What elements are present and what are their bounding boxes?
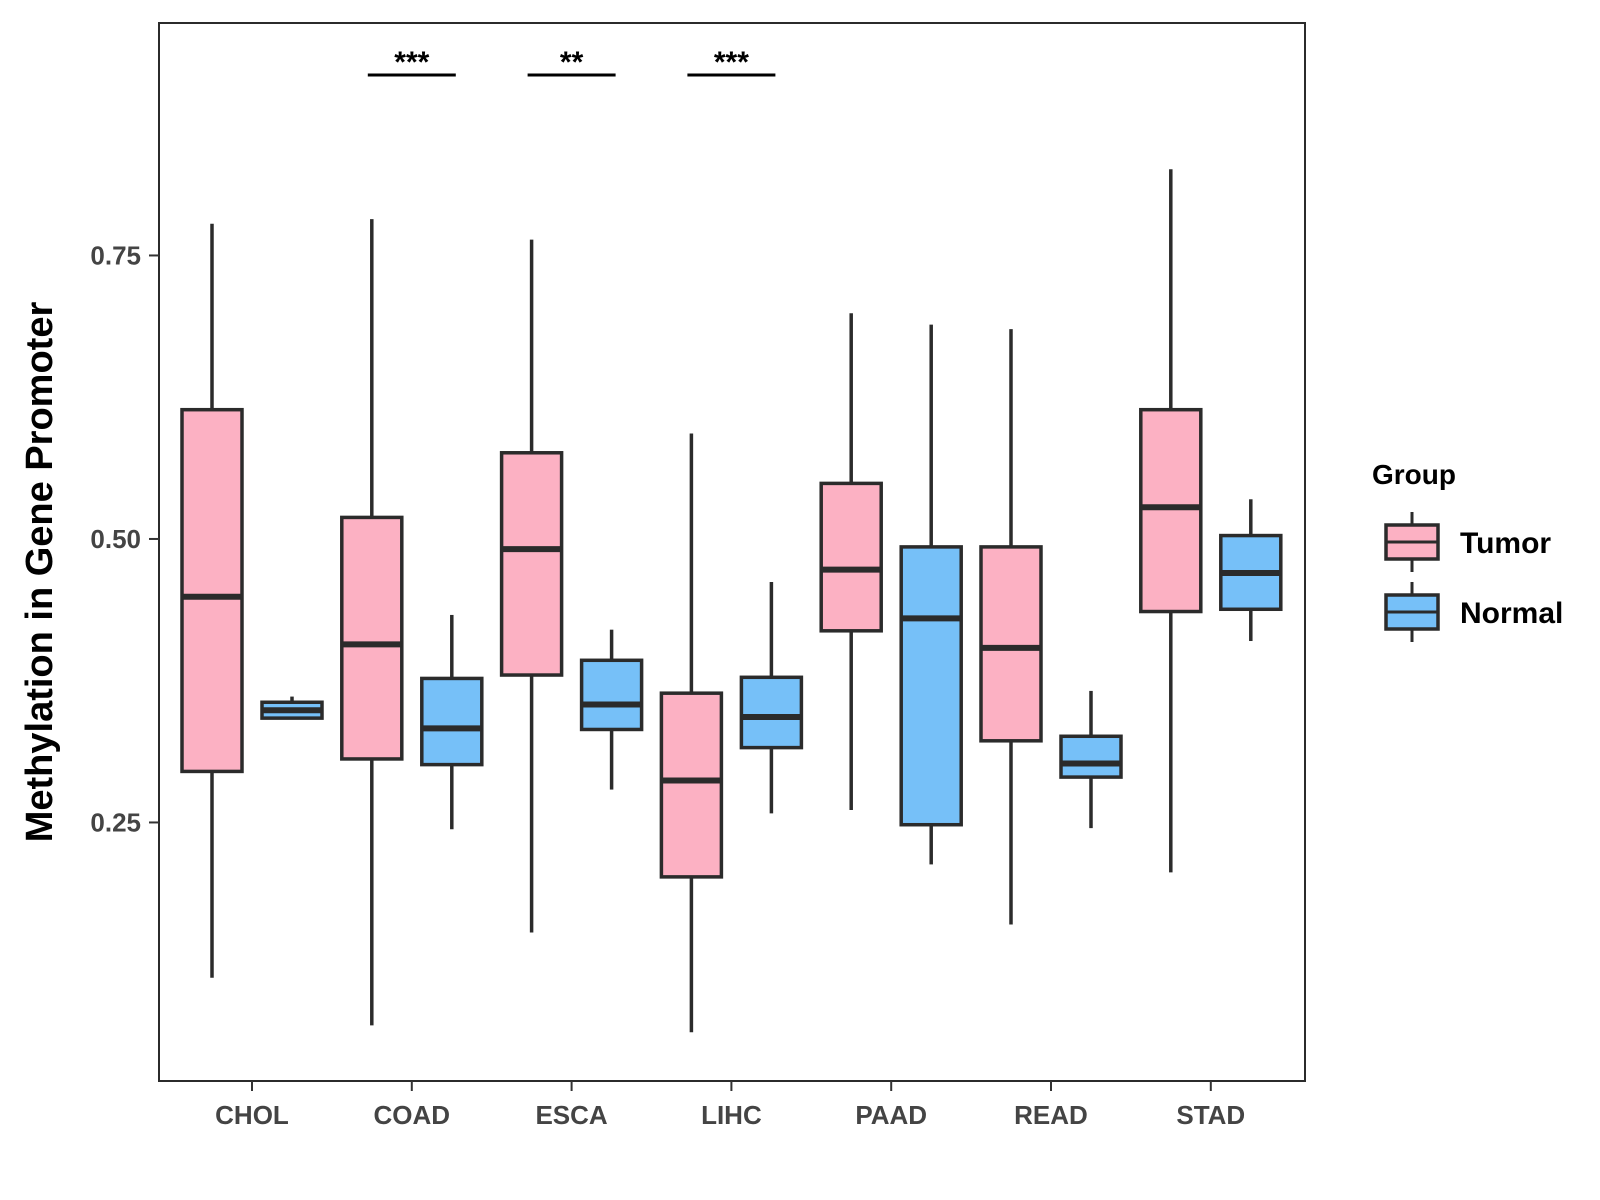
box-tumor-stad	[1139, 169, 1203, 873]
x-tick-label: LIHC	[701, 1100, 762, 1130]
y-tick-label: 0.50	[90, 524, 141, 554]
significance-esca: **	[527, 46, 616, 79]
plot-area: *** ** ***	[158, 22, 1306, 1082]
box-tumor-lihc	[659, 433, 724, 1033]
legend-entry-tumor: Tumor	[1384, 512, 1551, 572]
box-normal-paad	[899, 324, 963, 865]
box-normal-chol	[260, 696, 324, 720]
box-body	[340, 515, 404, 761]
y-tick-label: 0.75	[90, 240, 141, 270]
box-body	[659, 691, 724, 879]
legend-title: Group	[1372, 459, 1456, 490]
x-tick-label: PAAD	[855, 1100, 927, 1130]
legend-entry-normal: Normal	[1384, 582, 1563, 642]
legend-label: Normal	[1460, 597, 1563, 630]
box-normal-read	[1059, 690, 1123, 829]
box-tumor-coad	[340, 219, 404, 1026]
significance-lihc: ***	[687, 46, 776, 79]
significance-label: ***	[714, 46, 749, 79]
box-body	[499, 451, 564, 677]
box-body	[579, 658, 644, 732]
box-body	[739, 675, 804, 750]
box-normal-lihc	[739, 582, 804, 814]
box-body	[1139, 407, 1203, 614]
significance-label: ***	[394, 46, 429, 79]
box-body	[1059, 734, 1123, 779]
box-normal-coad	[420, 614, 484, 830]
x-tick-label: STAD	[1176, 1100, 1245, 1130]
box-body	[819, 481, 883, 633]
x-tick-label: READ	[1014, 1100, 1088, 1130]
box-tumor-read	[979, 329, 1043, 925]
box-body	[420, 676, 484, 767]
axes: 0.25 0.50 0.75 CHOL COAD ESCA LIHC PAAD READ STAD…	[19, 240, 1245, 1130]
box-body	[180, 407, 244, 774]
y-tick-label: 0.25	[90, 807, 141, 837]
significance-label: **	[560, 46, 584, 79]
box-body	[979, 545, 1043, 743]
x-tick-label: COAD	[374, 1100, 451, 1130]
legend: Group Tumor Normal	[1372, 459, 1563, 642]
box-tumor-paad	[819, 313, 883, 810]
box-tumor-esca	[499, 239, 564, 933]
y-axis-label: Methylation in Gene Promoter	[19, 302, 61, 843]
plot-panel	[158, 22, 1306, 1082]
legend-label: Tumor	[1460, 527, 1551, 560]
box-body	[899, 545, 963, 827]
x-tick-label: CHOL	[215, 1100, 289, 1130]
box-tumor-chol	[180, 223, 244, 978]
significance-coad: ***	[367, 46, 456, 79]
x-tick-label: ESCA	[535, 1100, 607, 1130]
box-normal-esca	[579, 629, 644, 790]
box-normal-stad	[1219, 499, 1283, 642]
